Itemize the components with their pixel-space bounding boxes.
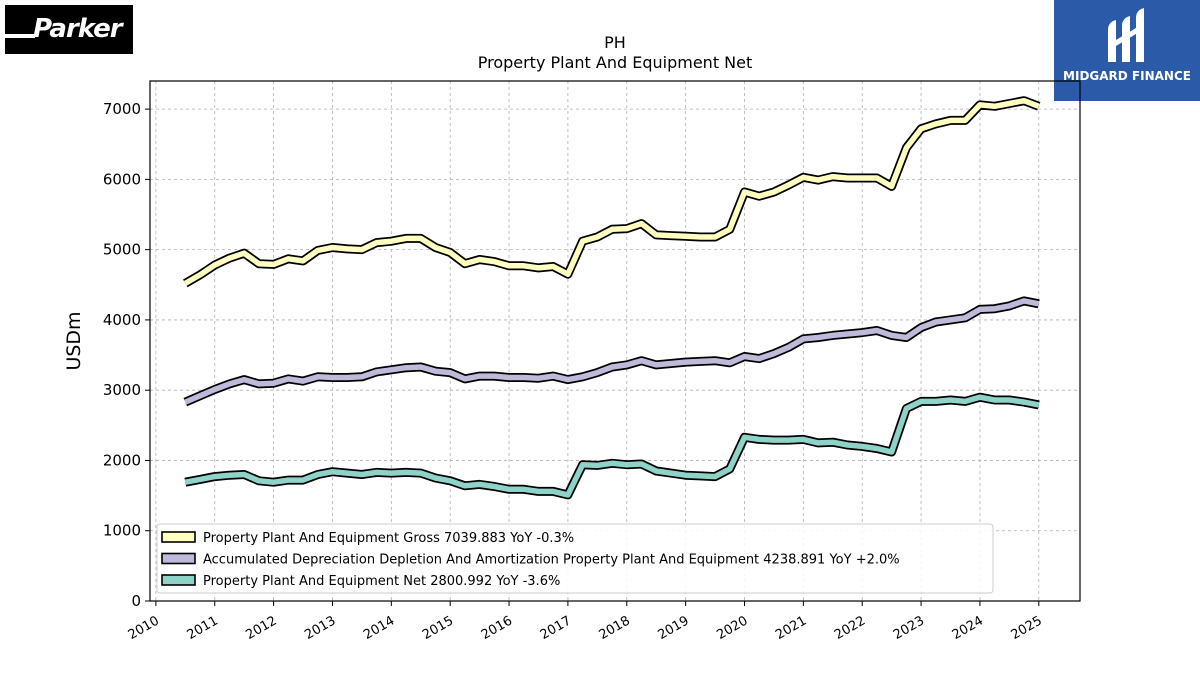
x-tick-label: 2015 — [420, 613, 456, 643]
y-axis: 0 1000 2000 3000 4000 5000 6000 7000 — [103, 100, 150, 610]
x-tick-label: 2014 — [361, 613, 397, 643]
x-tick-label: 2010 — [126, 613, 162, 643]
parker-logo-bar — [5, 34, 35, 38]
x-tick-label: 2017 — [538, 613, 574, 643]
x-tick-label: 2011 — [185, 613, 221, 643]
midgard-logo-text: MIDGARD FINANCE — [1063, 69, 1191, 83]
grid — [150, 81, 1080, 602]
x-tick-label: 2019 — [655, 613, 691, 643]
series-layer — [183, 96, 1041, 500]
parker-logo-text: Parker — [33, 14, 123, 44]
parker-logo: Parker — [5, 5, 133, 54]
x-tick-label: 2023 — [891, 613, 927, 643]
legend-swatch-2 — [161, 552, 196, 565]
legend-label-3: Property Plant And Equipment Net 2800.99… — [203, 574, 560, 589]
y-axis-label: USDm — [63, 311, 85, 370]
series-line-2 — [184, 298, 1040, 405]
y-tick-label: 7000 — [103, 100, 141, 118]
y-tick-label: 5000 — [103, 241, 141, 259]
x-tick-label: 2025 — [1009, 613, 1045, 643]
legend-label-2: Accumulated Depreciation Depletion And A… — [203, 553, 900, 568]
x-tick-label: 2020 — [714, 613, 750, 643]
x-tick-label: 2012 — [243, 613, 279, 643]
y-tick-label: 4000 — [103, 311, 141, 329]
x-axis: 2010 2011 2012 2013 2014 2015 2016 2017 2018 2019… — [126, 601, 1045, 643]
y-tick-label: 0 — [131, 592, 141, 610]
plot-frame — [149, 80, 1081, 602]
x-tick-label: 2013 — [302, 613, 338, 643]
y-tick-label: 1000 — [103, 522, 141, 540]
chart-title: PH — [604, 33, 626, 52]
x-tick-label: 2022 — [832, 613, 868, 643]
series-line-3 — [184, 394, 1040, 498]
legend-box — [156, 523, 994, 594]
x-tick-label: 2018 — [597, 613, 633, 643]
legend-swatch-1 — [161, 531, 196, 543]
x-tick-label: 2021 — [773, 613, 809, 643]
x-tick-label: 2024 — [950, 613, 986, 643]
series-line-1 — [183, 97, 1040, 286]
series-line-outline-3 — [184, 392, 1040, 500]
y-tick-label: 3000 — [103, 381, 141, 399]
midgard-finance-logo: MIDGARD FINANCE — [1054, 0, 1200, 101]
midgard-logo-mark-icon — [1108, 8, 1144, 62]
y-tick-label: 6000 — [103, 170, 141, 188]
series-line-outline-2 — [183, 296, 1040, 407]
chart-subtitle: Property Plant And Equipment Net — [478, 53, 753, 72]
legend-swatch-3 — [161, 574, 196, 586]
x-tick-label: 2016 — [479, 613, 515, 643]
legend: Property Plant And Equipment Gross 7039.… — [156, 523, 994, 594]
y-tick-label: 2000 — [103, 451, 141, 469]
legend-label-1: Property Plant And Equipment Gross 7039.… — [203, 531, 574, 546]
